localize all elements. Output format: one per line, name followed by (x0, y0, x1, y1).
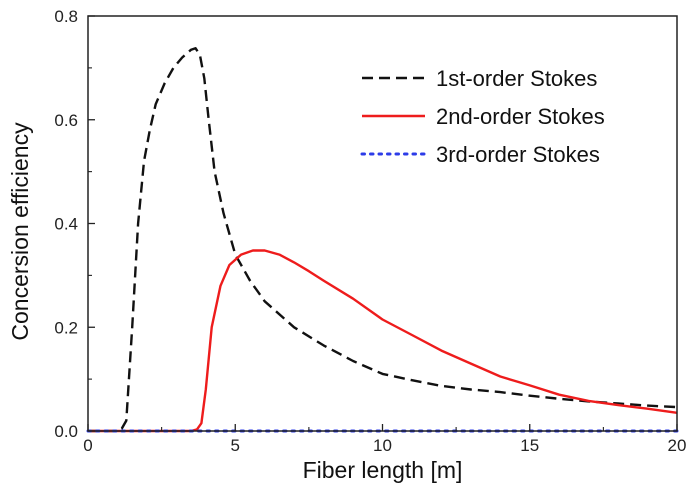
y-tick-label: 0.4 (54, 215, 78, 234)
series-line-1 (88, 47, 678, 433)
axis-ticks (87, 15, 678, 432)
tick-labels: 0 5 10 15 20 0.0 0.2 0.4 0.6 0.8 (54, 7, 686, 455)
x-tick-label: 5 (231, 436, 240, 455)
x-tick-label: 20 (668, 436, 687, 455)
legend-label-3: 3rd-order Stokes (436, 142, 600, 167)
x-axis-title: Fiber length [m] (303, 457, 463, 483)
x-tick-label: 15 (520, 436, 539, 455)
legend-label-1: 1st-order Stokes (436, 66, 597, 91)
plot-lines (86, 47, 679, 433)
x-tick-label: 10 (373, 436, 392, 455)
legend-label-2: 2nd-order Stokes (436, 104, 605, 129)
y-tick-label: 0.0 (54, 422, 78, 441)
y-tick-label: 0.8 (54, 7, 78, 26)
series-line-2 (88, 249, 678, 433)
x-tick-label: 0 (83, 436, 92, 455)
y-tick-label: 0.6 (54, 111, 78, 130)
y-axis-title: Concersion efficiency (7, 122, 33, 341)
legend: 1st-order Stokes 2nd-order Stokes 3rd-orde… (360, 66, 605, 167)
y-tick-label: 0.2 (54, 318, 78, 337)
